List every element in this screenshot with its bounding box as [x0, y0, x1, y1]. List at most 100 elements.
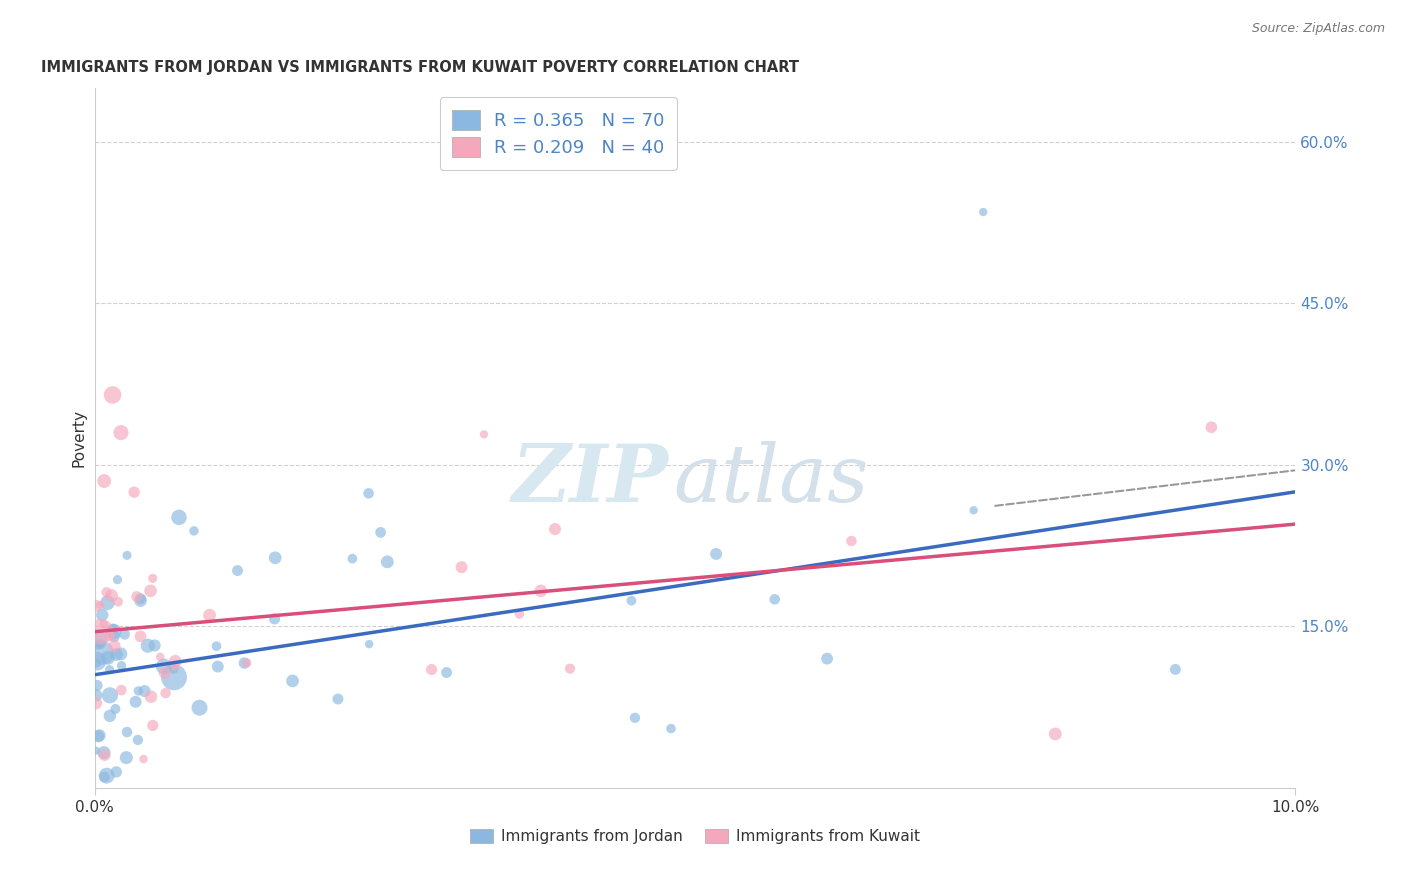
Point — [155, 686, 177, 700]
Point — [962, 503, 984, 517]
Point — [129, 629, 152, 643]
Point — [763, 592, 786, 607]
Text: atlas: atlas — [673, 442, 869, 519]
Point — [162, 662, 184, 676]
Point — [149, 649, 172, 664]
Point — [91, 646, 114, 660]
Point — [96, 585, 118, 599]
Point — [620, 593, 643, 607]
Point — [100, 589, 122, 603]
Point — [139, 690, 162, 704]
Point — [98, 663, 121, 677]
Point — [136, 639, 159, 653]
Point — [96, 769, 118, 783]
Point — [436, 665, 458, 680]
Point — [90, 637, 112, 651]
Point — [139, 583, 162, 598]
Point — [659, 722, 682, 736]
Point — [124, 695, 146, 709]
Point — [132, 752, 155, 766]
Point — [226, 564, 249, 578]
Point — [143, 639, 166, 653]
Point — [142, 718, 165, 732]
Point — [153, 665, 176, 680]
Point — [167, 510, 190, 524]
Point — [103, 621, 125, 635]
Y-axis label: Poverty: Poverty — [72, 409, 86, 467]
Point — [1201, 420, 1223, 434]
Point — [86, 678, 108, 692]
Point — [84, 696, 107, 710]
Legend: R = 0.365   N = 70, R = 0.209   N = 40: R = 0.365 N = 70, R = 0.209 N = 40 — [440, 97, 678, 169]
Point — [134, 684, 156, 698]
Point — [114, 627, 136, 641]
Point — [93, 747, 115, 762]
Point — [84, 689, 107, 703]
Point — [233, 656, 256, 670]
Point — [264, 550, 287, 565]
Point — [472, 427, 495, 442]
Point — [165, 654, 187, 668]
Point — [115, 750, 138, 764]
Point — [89, 598, 111, 612]
Point — [235, 656, 257, 670]
Point — [103, 630, 125, 644]
Point — [127, 684, 149, 698]
Point — [89, 729, 111, 743]
Point — [93, 617, 115, 632]
Point — [198, 608, 221, 623]
Point — [972, 205, 994, 219]
Point — [1045, 727, 1067, 741]
Point — [129, 591, 152, 606]
Point — [107, 573, 129, 587]
Point — [544, 522, 567, 536]
Point — [359, 637, 381, 651]
Point — [84, 599, 107, 613]
Point — [370, 525, 392, 540]
Point — [104, 702, 127, 716]
Point — [281, 673, 304, 688]
Point — [450, 560, 472, 574]
Point — [624, 711, 647, 725]
Point — [105, 764, 128, 779]
Point — [110, 425, 132, 440]
Point — [704, 547, 727, 561]
Text: ZIP: ZIP — [512, 442, 669, 519]
Point — [93, 746, 115, 760]
Point — [87, 638, 110, 652]
Point — [342, 551, 364, 566]
Point — [110, 683, 132, 698]
Point — [530, 583, 553, 598]
Point — [93, 770, 115, 784]
Point — [357, 486, 380, 500]
Point — [110, 647, 132, 661]
Point — [93, 474, 115, 488]
Point — [90, 624, 112, 639]
Text: Source: ZipAtlas.com: Source: ZipAtlas.com — [1251, 22, 1385, 36]
Point — [110, 658, 132, 673]
Point — [558, 662, 581, 676]
Point — [841, 533, 863, 548]
Point — [152, 659, 174, 673]
Point — [188, 700, 211, 714]
Point — [183, 524, 205, 538]
Point — [107, 595, 129, 609]
Point — [263, 612, 285, 626]
Point — [420, 663, 443, 677]
Point — [96, 596, 118, 610]
Point — [122, 485, 145, 500]
Point — [89, 632, 111, 647]
Point — [84, 743, 107, 757]
Point — [91, 607, 114, 622]
Point — [115, 725, 138, 739]
Point — [86, 656, 108, 670]
Point — [101, 388, 124, 402]
Point — [98, 709, 121, 723]
Point — [97, 650, 120, 665]
Point — [103, 639, 125, 653]
Point — [98, 628, 121, 642]
Point — [129, 593, 152, 607]
Point — [87, 729, 110, 743]
Point — [375, 555, 398, 569]
Point — [508, 607, 530, 621]
